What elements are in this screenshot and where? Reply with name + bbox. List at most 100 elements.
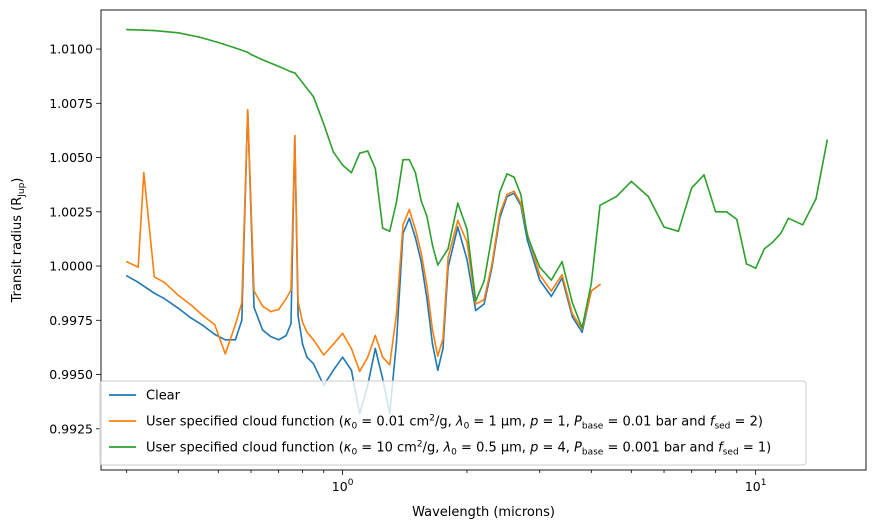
data-point xyxy=(590,290,593,292)
legend-label: User specified cloud function (κ0 = 0.01… xyxy=(146,414,763,432)
data-point xyxy=(690,187,693,189)
y-axis-label-close: ) xyxy=(10,178,25,183)
data-point xyxy=(285,334,288,337)
data-point xyxy=(414,237,417,239)
data-point xyxy=(426,215,428,217)
data-point xyxy=(277,339,280,341)
y-tick-label: 1.0000 xyxy=(49,259,93,274)
data-point xyxy=(647,195,650,198)
data-point xyxy=(513,176,515,178)
y-tick-label: 0.9925 xyxy=(49,421,93,436)
data-point xyxy=(466,228,468,230)
data-point xyxy=(294,135,296,137)
y-axis-label: Transit radius (RJup) xyxy=(10,178,27,304)
data-point xyxy=(202,315,205,317)
data-point xyxy=(420,252,423,254)
data-point xyxy=(253,290,255,292)
data-point xyxy=(137,281,139,284)
data-point xyxy=(290,322,292,325)
data-point xyxy=(581,327,583,329)
data-point xyxy=(306,356,308,359)
data-point xyxy=(474,300,477,302)
data-point xyxy=(301,343,304,346)
data-point xyxy=(153,292,156,295)
y-tick-label: 0.9975 xyxy=(49,313,93,328)
data-point xyxy=(599,283,601,286)
data-point xyxy=(246,109,249,111)
y-tick-label: 1.0100 xyxy=(49,42,93,57)
data-point xyxy=(381,356,384,359)
legend-label: Clear xyxy=(146,389,181,404)
y-tick-label: 0.9950 xyxy=(49,367,93,382)
data-point xyxy=(350,369,353,372)
data-point xyxy=(408,208,411,211)
data-point xyxy=(190,317,192,319)
data-point xyxy=(198,36,201,38)
data-point xyxy=(395,201,398,203)
data-point xyxy=(561,273,563,276)
data-point xyxy=(177,294,180,297)
data-point xyxy=(538,279,541,281)
data-point xyxy=(615,195,618,198)
series-3 xyxy=(125,28,828,329)
data-point xyxy=(414,171,417,174)
data-point xyxy=(250,53,252,56)
y-axis-label-main: Transit radius (R xyxy=(10,197,25,304)
data-point xyxy=(277,65,280,68)
data-point xyxy=(261,329,264,331)
data-point xyxy=(431,244,434,247)
data-point xyxy=(437,369,439,372)
data-point xyxy=(414,228,417,230)
data-point xyxy=(137,266,139,268)
data-point xyxy=(277,308,280,311)
data-point xyxy=(581,331,583,334)
data-point xyxy=(581,328,583,330)
data-point xyxy=(457,226,459,228)
data-point xyxy=(224,353,227,355)
data-point xyxy=(437,264,439,266)
data-point xyxy=(763,247,766,250)
legend-item: User specified cloud function (κ0 = 0.01… xyxy=(109,414,763,432)
data-point xyxy=(779,232,782,235)
data-point xyxy=(143,171,145,174)
data-point xyxy=(431,329,434,331)
data-point xyxy=(520,202,522,204)
data-point xyxy=(498,213,501,215)
data-point xyxy=(787,217,790,220)
data-point xyxy=(550,295,553,298)
data-point xyxy=(498,191,501,194)
data-point xyxy=(234,339,237,341)
data-point xyxy=(561,260,563,263)
data-point xyxy=(366,150,369,152)
data-point xyxy=(381,378,384,380)
data-point xyxy=(306,331,308,334)
data-point xyxy=(677,230,680,233)
data-point xyxy=(374,167,377,170)
y-tick-label: 1.0075 xyxy=(49,96,93,111)
data-point xyxy=(341,164,344,166)
data-point xyxy=(483,298,485,301)
data-point xyxy=(571,313,574,315)
data-point xyxy=(301,321,304,324)
data-point xyxy=(442,337,444,340)
legend-box xyxy=(99,380,807,466)
data-point xyxy=(506,173,508,175)
data-point xyxy=(506,193,508,196)
data-point xyxy=(213,333,216,336)
data-point xyxy=(437,355,439,357)
series-line-3 xyxy=(126,28,828,329)
data-point xyxy=(301,81,304,84)
y-tick-label: 1.0025 xyxy=(49,204,93,219)
data-point xyxy=(322,354,325,356)
data-point xyxy=(388,364,391,366)
data-point xyxy=(526,239,529,241)
data-point xyxy=(358,152,361,154)
data-point xyxy=(703,174,705,176)
data-point xyxy=(177,307,180,310)
data-point xyxy=(426,284,428,287)
data-point xyxy=(332,151,335,153)
data-point xyxy=(125,275,128,277)
data-point xyxy=(483,280,485,283)
data-point xyxy=(163,297,166,300)
